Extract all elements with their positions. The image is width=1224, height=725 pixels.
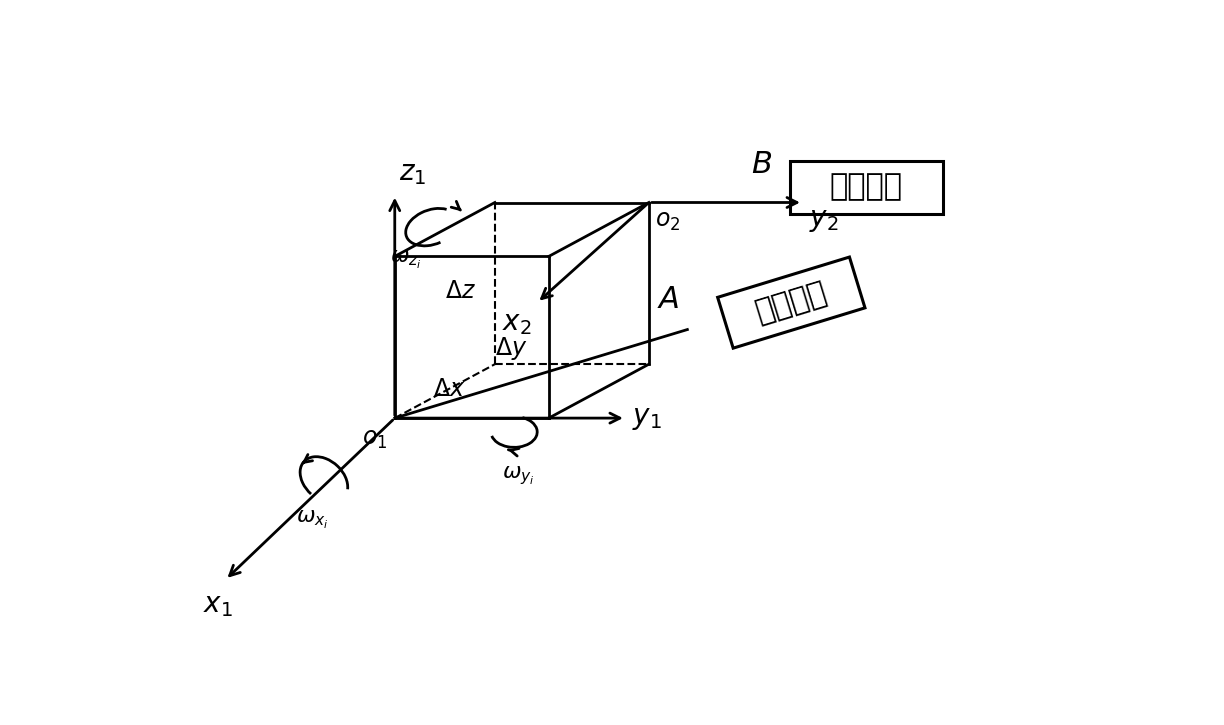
Text: $y_2$: $y_2$: [809, 207, 838, 234]
FancyBboxPatch shape: [717, 257, 865, 348]
Text: $z_1$: $z_1$: [399, 159, 426, 187]
Text: 理想位置: 理想位置: [830, 173, 903, 202]
Text: $\Delta x$: $\Delta x$: [433, 377, 465, 401]
Text: $x_2$: $x_2$: [502, 309, 531, 336]
Text: $o_2$: $o_2$: [655, 209, 681, 233]
Text: $\omega_{x_i}$: $\omega_{x_i}$: [296, 509, 329, 531]
Text: $\omega_{y_i}$: $\omega_{y_i}$: [502, 464, 535, 487]
Text: $\Delta z$: $\Delta z$: [444, 279, 476, 303]
Text: $A$: $A$: [657, 285, 679, 314]
Text: 实际位置: 实际位置: [753, 278, 830, 327]
Text: $B$: $B$: [752, 150, 772, 179]
Text: $\Delta y$: $\Delta y$: [494, 335, 528, 362]
FancyBboxPatch shape: [789, 160, 942, 214]
Text: $y_1$: $y_1$: [632, 404, 662, 432]
Text: $o_1$: $o_1$: [362, 427, 387, 452]
Text: $x_1$: $x_1$: [203, 592, 233, 619]
Text: $\omega_{z_i}$: $\omega_{z_i}$: [390, 249, 422, 271]
